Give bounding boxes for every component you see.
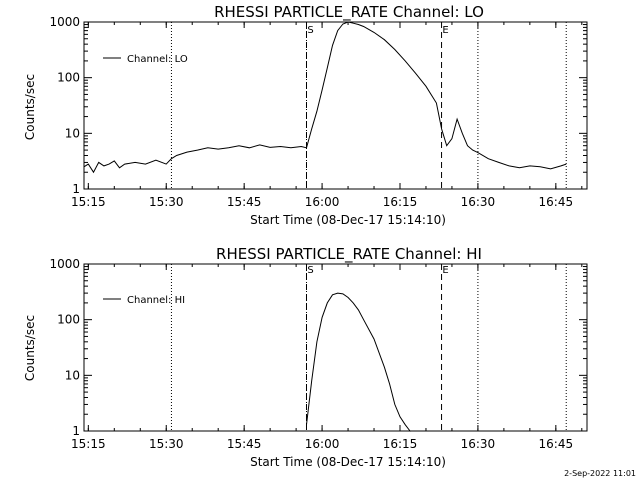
guide-lines-hi xyxy=(170,264,567,431)
axis-ticks-lo xyxy=(84,21,587,190)
y-axis-label-lo: Counts/sec xyxy=(23,74,37,140)
x-axis-label-hi: Start Time (08-Dec-17 15:14:10) xyxy=(250,455,446,469)
y-axis-label-hi: Counts/sec xyxy=(23,315,37,381)
x-tick-label: 16:45 xyxy=(539,437,574,451)
series-line-hi xyxy=(306,292,411,432)
x-tick-label: 16:00 xyxy=(305,437,340,451)
panel-hi: RHESSI PARTICLE_RATE Channel: HI 1101001… xyxy=(23,245,588,469)
x-tick-label: 16:00 xyxy=(305,195,340,209)
y-tick-label: 100 xyxy=(57,71,80,85)
y-tick-label: 1000 xyxy=(49,257,80,271)
series-line-lo xyxy=(83,21,567,174)
x-tick-labels-lo: 15:15 15:30 15:45 16:00 16:15 16:30 16:45 xyxy=(71,195,573,209)
x-tick-label: 16:15 xyxy=(383,437,418,451)
panel-lo: RHESSI PARTICLE_RATE Channel: LO 1101001… xyxy=(23,3,588,227)
y-tick-label: 10 xyxy=(65,368,80,382)
x-tick-label: 16:30 xyxy=(461,437,496,451)
y-tick-label: 10 xyxy=(65,126,80,140)
x-tick-label: 15:30 xyxy=(149,195,184,209)
axis-ticks-hi xyxy=(84,263,587,432)
marker-label-s-lo: S xyxy=(307,25,313,36)
y-tick-label: 1 xyxy=(72,424,80,438)
y-tick-labels-hi: 1 10 100 1000 xyxy=(49,257,80,438)
y-tick-label: 100 xyxy=(57,313,80,327)
marker-label-e-hi: E xyxy=(442,265,448,276)
x-tick-label: 15:15 xyxy=(71,195,106,209)
x-tick-label: 16:30 xyxy=(461,195,496,209)
plot-frame-hi xyxy=(83,263,588,432)
y-tick-label: 1 xyxy=(72,182,80,196)
marker-label-e-lo: E xyxy=(442,25,448,36)
legend-label-hi: Channel: HI xyxy=(127,295,185,306)
x-tick-label: 15:15 xyxy=(71,437,106,451)
x-tick-label: 15:45 xyxy=(227,195,262,209)
date-stamp: 2-Sep-2022 11:01 xyxy=(564,469,636,478)
guide-lines-lo xyxy=(170,22,567,189)
legend-label-lo: Channel: LO xyxy=(127,54,188,65)
plot-frame-lo xyxy=(83,21,588,190)
marker-label-s-hi: S xyxy=(307,265,313,276)
x-tick-label: 16:15 xyxy=(383,195,418,209)
x-axis-label-lo: Start Time (08-Dec-17 15:14:10) xyxy=(250,213,446,227)
chart-title-hi: RHESSI PARTICLE_RATE Channel: HI xyxy=(216,245,482,264)
y-tick-labels-lo: 1 10 100 1000 xyxy=(49,15,80,196)
y-tick-label: 1000 xyxy=(49,15,80,29)
x-tick-label: 15:30 xyxy=(149,437,184,451)
chart-title-lo: RHESSI PARTICLE_RATE Channel: LO xyxy=(214,3,484,22)
x-tick-label: 16:45 xyxy=(539,195,574,209)
x-tick-label: 15:45 xyxy=(227,437,262,451)
x-tick-labels-hi: 15:15 15:30 15:45 16:00 16:15 16:30 16:45 xyxy=(71,437,573,451)
